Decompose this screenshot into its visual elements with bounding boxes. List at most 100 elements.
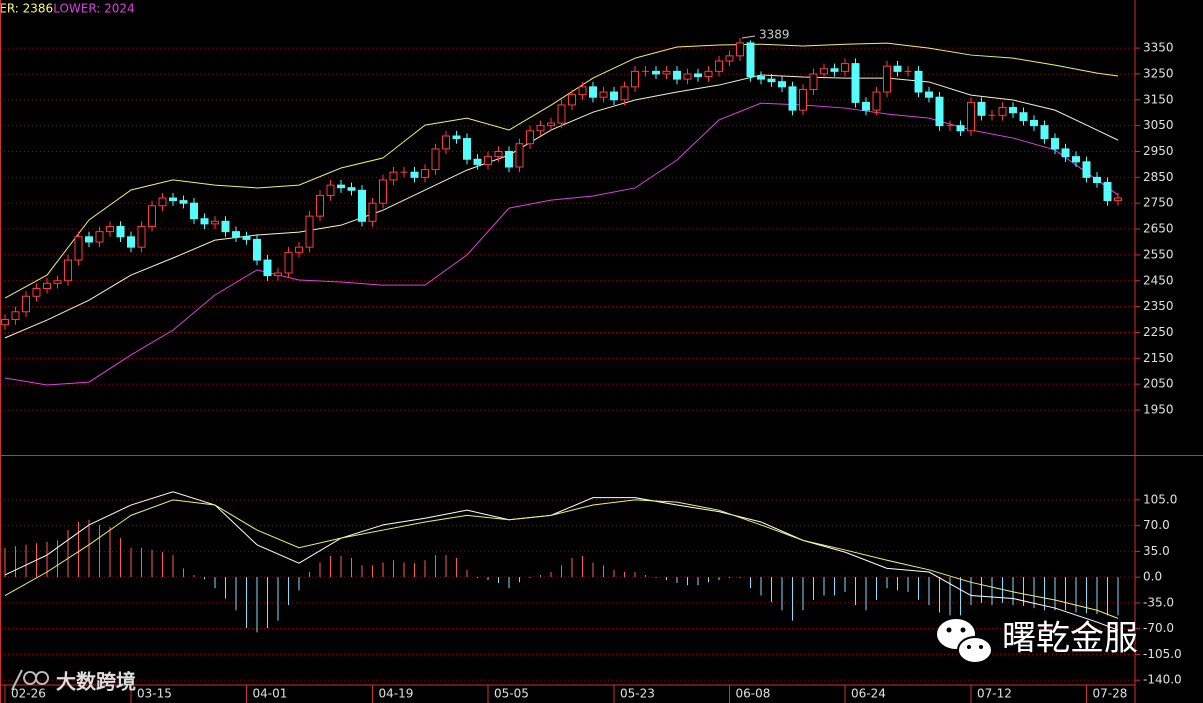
logo-mark — [11, 669, 50, 691]
candle-body — [1, 319, 9, 326]
candle-body — [22, 295, 30, 313]
y-tick-label: 2150 — [1143, 351, 1174, 365]
candle-body — [515, 143, 524, 168]
candle-body — [253, 238, 261, 261]
candle-body — [1051, 138, 1059, 150]
y-tick-label: 2550 — [1143, 247, 1174, 261]
y-tick-label: -140.0 — [1143, 673, 1182, 687]
candle-body — [788, 86, 797, 111]
y-tick-label: 2250 — [1143, 325, 1174, 339]
x-tick-label: 03-15 — [137, 687, 172, 701]
candle-body — [809, 73, 818, 90]
candle-body — [1093, 176, 1101, 184]
x-tick-label: 05-23 — [620, 687, 655, 701]
candle-body — [32, 288, 41, 297]
candle-body — [704, 70, 713, 78]
x-tick-label: 06-24 — [851, 687, 886, 701]
candle-body — [1040, 125, 1049, 140]
candle-body — [1072, 156, 1080, 163]
candle-body — [547, 122, 555, 127]
candle-body — [1030, 119, 1038, 127]
candle-body — [179, 200, 188, 204]
candle-body — [284, 251, 293, 274]
x-tick-label: 05-05 — [494, 687, 529, 701]
candle-body — [442, 135, 450, 150]
candle-body — [358, 189, 366, 222]
candle-body — [736, 42, 744, 57]
y-tick-label: -105.0 — [1143, 647, 1182, 661]
candle-body — [851, 63, 860, 103]
candle-body — [589, 86, 597, 98]
x-tick-label: 06-08 — [736, 687, 771, 701]
candle-body — [53, 280, 62, 284]
y-tick-label: 3350 — [1143, 41, 1174, 55]
bubble — [957, 636, 993, 664]
eye — [979, 645, 983, 649]
candle-body — [841, 63, 849, 72]
candle-body — [505, 150, 513, 168]
candle-body — [494, 150, 503, 158]
logo-left — [11, 669, 50, 691]
candle-body — [599, 91, 608, 98]
candle-body — [1019, 112, 1028, 121]
candle-body — [578, 86, 587, 96]
candle-body — [652, 70, 660, 75]
x-tick-label: 04-01 — [253, 687, 288, 701]
annotation-line — [741, 35, 756, 39]
candle-body — [473, 158, 482, 165]
candle-body — [757, 76, 765, 80]
candle-body — [998, 107, 1007, 116]
candle-body — [715, 60, 723, 72]
watermarks: 大数跨境 曙乾金服 — [11, 619, 1138, 694]
candle-body — [389, 171, 398, 181]
y-tick-label: 2350 — [1143, 299, 1174, 313]
candle-body — [967, 101, 975, 132]
candle-body — [232, 231, 240, 238]
candle-body — [95, 231, 104, 243]
wechat-icon — [937, 619, 993, 664]
x-tick-label: 07-28 — [1093, 687, 1128, 701]
candle-body — [484, 156, 492, 165]
candle-body — [148, 205, 156, 227]
candle-body — [347, 187, 356, 191]
candle-body — [568, 94, 576, 106]
y-tick-label: 2450 — [1143, 273, 1174, 287]
y-tick-label: 2650 — [1143, 222, 1174, 236]
candle-body — [662, 70, 671, 75]
candle-body — [452, 135, 461, 140]
candle-body — [274, 272, 282, 277]
y-tick-label: 3150 — [1143, 92, 1174, 106]
max-label: 3389 — [759, 28, 790, 42]
candle-body — [1114, 197, 1122, 202]
candle-body — [799, 88, 807, 111]
candle-body — [956, 125, 965, 132]
y-tick-label: 2950 — [1143, 144, 1174, 158]
y-tick-label: 0.0 — [1143, 570, 1162, 584]
y-tick-label: 1950 — [1143, 403, 1174, 417]
candle-body — [379, 179, 387, 204]
candle-body — [893, 65, 902, 72]
macd-line — [4, 499, 1119, 619]
y-tick-label: -35.0 — [1143, 595, 1174, 609]
y-tick-label: 2050 — [1143, 377, 1174, 391]
watermark-left: 大数跨境 — [56, 670, 136, 694]
candle-body — [673, 70, 681, 80]
candle-body — [1061, 148, 1070, 158]
y-tick-label: 105.0 — [1143, 492, 1177, 506]
candle-body — [305, 215, 314, 248]
candle-body — [526, 130, 534, 145]
candle-body — [116, 225, 125, 238]
candle-body — [316, 194, 324, 217]
candle-body — [536, 125, 545, 132]
candle-body — [1082, 161, 1091, 178]
candle-body — [74, 236, 83, 261]
candle-body — [767, 78, 776, 83]
candle-body — [200, 218, 209, 225]
y-tick-label: -70.0 — [1143, 621, 1174, 635]
candle-body — [610, 91, 618, 101]
y-tick-label: 2750 — [1143, 196, 1174, 210]
watermark-right: 曙乾金服 — [1002, 619, 1138, 659]
candle-body — [883, 65, 891, 93]
x-tick-label: 07-12 — [977, 687, 1012, 701]
